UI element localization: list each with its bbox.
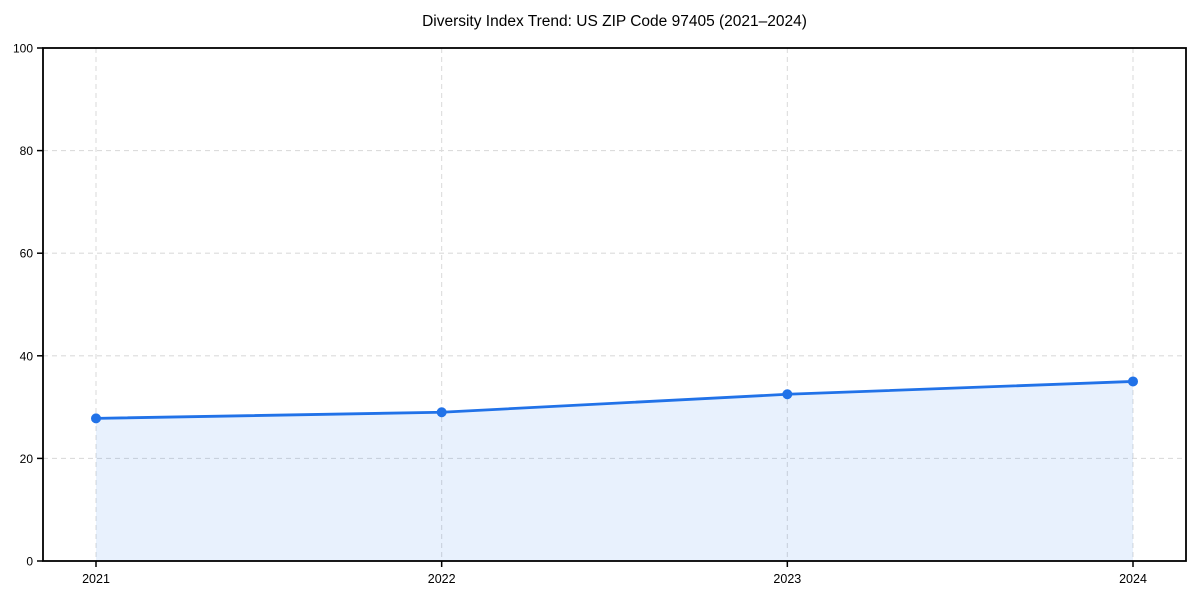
x-axis-tick-label: 2024	[1119, 572, 1147, 586]
data-point-marker	[782, 389, 793, 400]
y-axis-tick-label: 20	[20, 452, 34, 466]
area-fill	[96, 381, 1133, 561]
y-axis-tick-label: 40	[20, 349, 34, 363]
data-point-marker	[91, 413, 101, 424]
data-point-marker	[436, 407, 447, 418]
x-axis-tick-label: 2023	[773, 572, 801, 586]
data-point-marker	[1128, 376, 1138, 387]
x-axis-tick-label: 2022	[428, 572, 456, 586]
y-axis-tick-label: 60	[20, 247, 34, 261]
trend-line	[94, 380, 1135, 420]
x-axis-tick-label: 2021	[82, 572, 110, 586]
plot-border	[42, 47, 1187, 562]
y-axis-tick-label: 80	[20, 144, 34, 158]
chart-title: Diversity Index Trend: US ZIP Code 97405…	[422, 13, 807, 30]
y-axis-tick-label: 0	[26, 555, 33, 569]
plot-area-background	[43, 48, 1186, 561]
y-axis-tick-label: 100	[13, 42, 33, 56]
